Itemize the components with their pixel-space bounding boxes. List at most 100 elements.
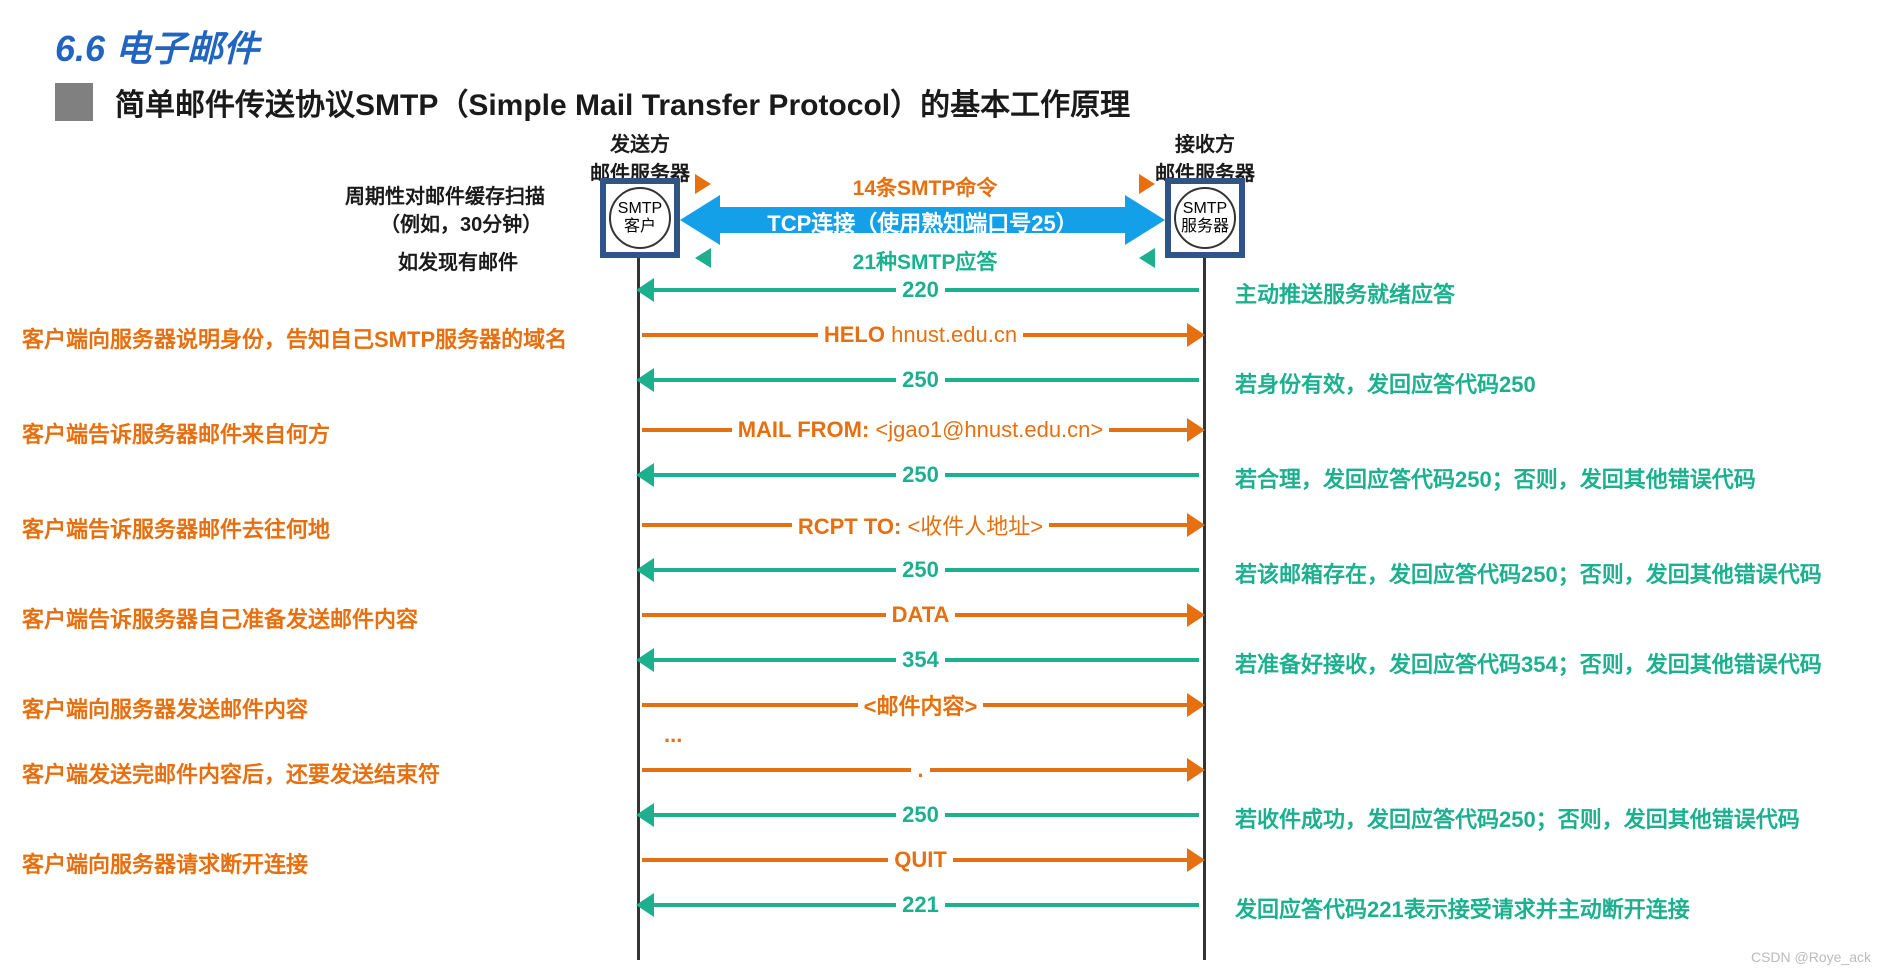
arrow-left-icon (636, 558, 654, 582)
arrow-head-icon (695, 248, 711, 268)
receiver-circle-l1: SMTP (1183, 200, 1227, 218)
subtitle-text: 简单邮件传送协议SMTP（Simple Mail Transfer Protoc… (115, 80, 1130, 124)
message-label: 250 (896, 557, 945, 583)
message-label: HELO hnust.edu.cn (818, 322, 1023, 348)
message-bold: 220 (902, 277, 939, 302)
message-row: RCPT TO: <收件人地址> (638, 510, 1203, 540)
message-bold: QUIT (894, 847, 947, 872)
arrow-left-icon (636, 803, 654, 827)
server-description: 若准备好接收，发回应答代码354；否则，发回其他错误代码 (1235, 647, 1822, 679)
arrow-left-icon (636, 648, 654, 672)
message-bold: 250 (902, 802, 939, 827)
arrow-left-icon (636, 278, 654, 302)
server-description: 若身份有效，发回应答代码250 (1235, 367, 1536, 399)
top-resp-label: 21种SMTP应答 (853, 246, 998, 276)
message-label: 221 (896, 892, 945, 918)
message-row: ... (638, 720, 1203, 750)
receiver-circle-l2: 服务器 (1181, 218, 1229, 236)
message-label: ... (658, 722, 688, 748)
client-description: 客户端告诉服务器邮件去往何地 (22, 512, 330, 544)
server-description: 发回应答代码221表示接受请求并主动断开连接 (1235, 892, 1690, 924)
message-bold: 250 (902, 462, 939, 487)
message-label: . (911, 757, 929, 783)
message-bold: 354 (902, 647, 939, 672)
arrow-right-icon (1187, 848, 1205, 872)
arrow-right-icon (1187, 603, 1205, 627)
client-description: 客户端向服务器请求断开连接 (22, 847, 308, 879)
sender-side-1: 周期性对邮件缓存扫描 (345, 180, 545, 209)
message-rest: hnust.edu.cn (885, 322, 1017, 347)
message-row: 250 (638, 460, 1203, 490)
message-row: HELO hnust.edu.cn (638, 320, 1203, 350)
top-resp-arrow: 21种SMTP应答 (695, 246, 1155, 270)
message-row: 220 (638, 275, 1203, 305)
message-bold: 221 (902, 892, 939, 917)
sender-side-2: （例如，30分钟） (380, 208, 542, 237)
sender-circle-l2: 客户 (624, 218, 656, 236)
page-title: 6.6 电子邮件 (55, 20, 259, 72)
arrow-right-icon (1187, 418, 1205, 442)
message-label: 250 (896, 802, 945, 828)
sender-circle: SMTP 客户 (609, 187, 671, 249)
message-label: DATA (886, 602, 956, 628)
client-description: 客户端告诉服务器邮件来自何方 (22, 417, 330, 449)
message-bold: . (917, 757, 923, 782)
message-label: 250 (896, 462, 945, 488)
message-bold: <邮件内容> (864, 694, 978, 719)
message-row: 250 (638, 365, 1203, 395)
message-rest: <jgao1@hnust.edu.cn> (869, 417, 1103, 442)
server-description: 若合理，发回应答代码250；否则，发回其他错误代码 (1235, 462, 1756, 494)
message-row: . (638, 755, 1203, 785)
message-bold: RCPT TO: (798, 514, 901, 539)
arrow-head-icon (695, 174, 711, 194)
sender-side-3: 如发现有邮件 (398, 246, 518, 275)
server-description: 若该邮箱存在，发回应答代码250；否则，发回其他错误代码 (1235, 557, 1822, 589)
sender-label-1: 发送方 (610, 134, 670, 156)
arrow-left-icon (636, 893, 654, 917)
message-label: 250 (896, 367, 945, 393)
server-description: 若收件成功，发回应答代码250；否则，发回其他错误代码 (1235, 802, 1800, 834)
message-bold: 250 (902, 367, 939, 392)
message-label: QUIT (888, 847, 953, 873)
arrow-right-icon (1187, 758, 1205, 782)
arrow-right-icon (1187, 323, 1205, 347)
message-row: QUIT (638, 845, 1203, 875)
bullet-square (55, 83, 93, 121)
client-description: 客户端向服务器发送邮件内容 (22, 692, 308, 724)
message-label: RCPT TO: <收件人地址> (792, 509, 1049, 541)
client-description: 客户端向服务器说明身份，告知自己SMTP服务器的域名 (22, 322, 567, 354)
message-bold: MAIL FROM: (738, 417, 870, 442)
message-row: DATA (638, 600, 1203, 630)
arrow-head-icon (1139, 248, 1155, 268)
receiver-circle: SMTP 服务器 (1174, 187, 1236, 249)
message-bold: 250 (902, 557, 939, 582)
receiver-node: SMTP 服务器 (1165, 178, 1245, 258)
watermark: CSDN @Roye_ack (1751, 949, 1871, 965)
message-rest: <收件人地址> (901, 514, 1043, 539)
client-description: 客户端发送完邮件内容后，还要发送结束符 (22, 757, 440, 789)
arrow-right-icon (1187, 513, 1205, 537)
message-row: 250 (638, 800, 1203, 830)
message-row: 221 (638, 890, 1203, 920)
message-row: 250 (638, 555, 1203, 585)
message-bold: HELO (824, 322, 885, 347)
receiver-label-1: 接收方 (1175, 134, 1235, 156)
arrow-right-icon (1187, 693, 1205, 717)
message-row: <邮件内容> (638, 690, 1203, 720)
top-cmd-arrow: 14条SMTP命令 (695, 172, 1155, 196)
message-bold: ... (664, 722, 682, 747)
message-row: MAIL FROM: <jgao1@hnust.edu.cn> (638, 415, 1203, 445)
message-label: 220 (896, 277, 945, 303)
subtitle-row: 简单邮件传送协议SMTP（Simple Mail Transfer Protoc… (55, 80, 1130, 124)
arrow-left-icon (636, 368, 654, 392)
sender-node: SMTP 客户 (600, 178, 680, 258)
message-label: <邮件内容> (858, 689, 984, 721)
arrow-left-icon (636, 463, 654, 487)
message-row: 354 (638, 645, 1203, 675)
message-label: 354 (896, 647, 945, 673)
arrow-head-icon (1139, 174, 1155, 194)
server-description: 主动推送服务就绪应答 (1235, 277, 1455, 309)
message-bold: DATA (892, 602, 950, 627)
message-label: MAIL FROM: <jgao1@hnust.edu.cn> (732, 417, 1110, 443)
sender-circle-l1: SMTP (618, 200, 662, 218)
